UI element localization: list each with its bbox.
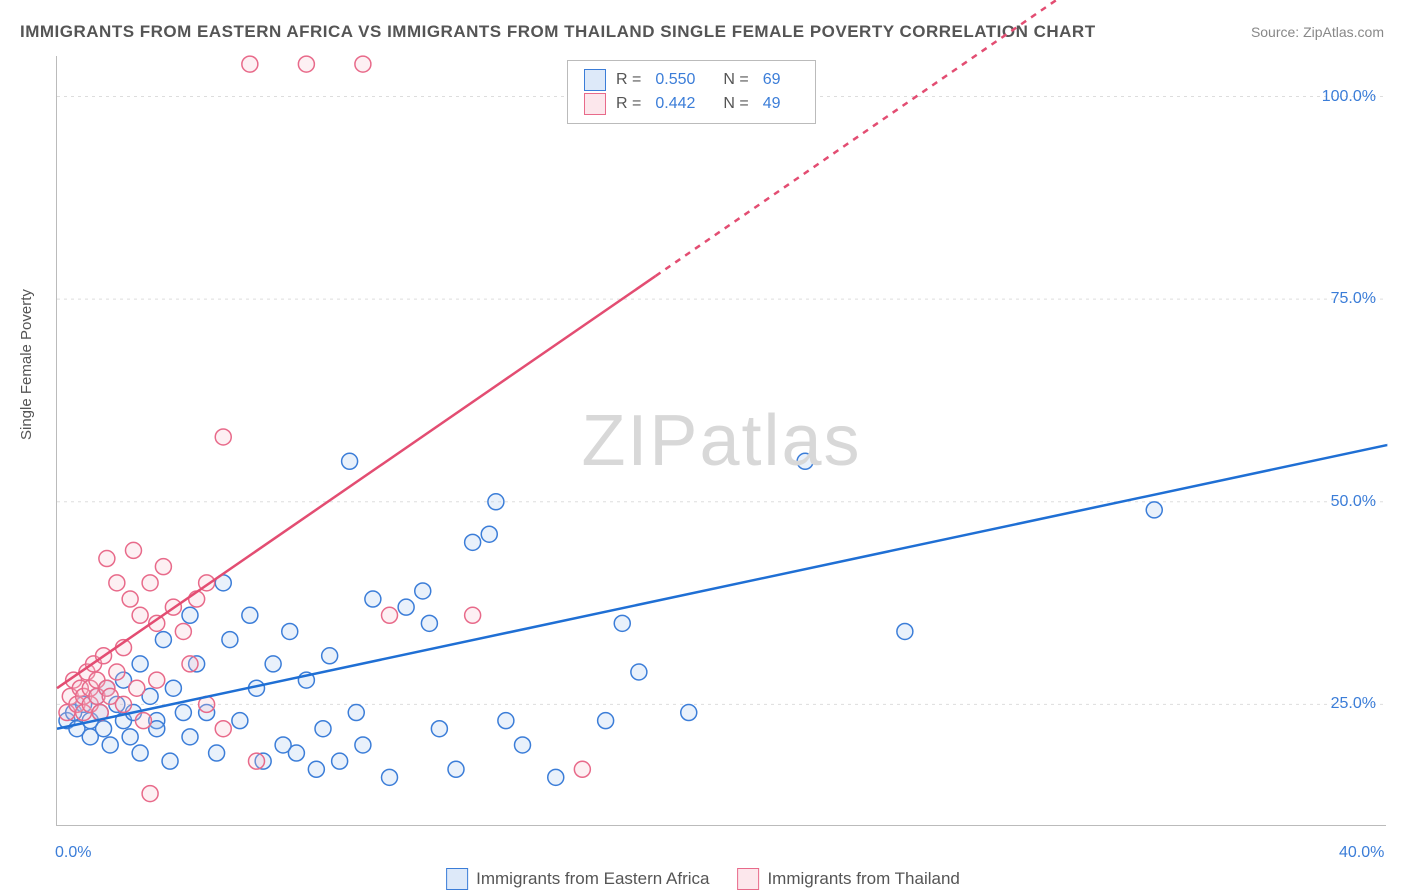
legend-stats: R = 0.550 N = 69 R = 0.442 N = 49 <box>567 60 816 124</box>
chart-svg <box>57 56 1386 825</box>
n-value: 49 <box>763 95 781 113</box>
chart-title: IMMIGRANTS FROM EASTERN AFRICA VS IMMIGR… <box>20 22 1096 42</box>
source-name: ZipAtlas.com <box>1303 24 1384 40</box>
legend-swatch <box>584 69 606 91</box>
legend-swatch <box>584 93 606 115</box>
y-tick-label: 75.0% <box>1331 290 1376 308</box>
y-tick-label: 25.0% <box>1331 695 1376 713</box>
x-tick-label: 40.0% <box>1339 844 1384 862</box>
n-value: 69 <box>763 71 781 89</box>
legend-label: Immigrants from Eastern Africa <box>476 869 709 889</box>
x-tick-label: 0.0% <box>55 844 91 862</box>
legend-swatch <box>446 868 468 890</box>
legend-item: Immigrants from Thailand <box>737 868 959 890</box>
plot-area: ZIPatlas R =0.550 N =69 R =0.442 N =49 2… <box>56 56 1386 826</box>
r-label: R = <box>616 71 641 89</box>
r-value: 0.442 <box>655 95 695 113</box>
legend-bottom: Immigrants from Eastern Africa Immigrants… <box>446 868 960 890</box>
r-label: R = <box>616 95 641 113</box>
legend-item: Immigrants from Eastern Africa <box>446 868 709 890</box>
legend-stat-row: R = 0.550 N = 69 <box>584 69 799 91</box>
source-label: Source: ZipAtlas.com <box>1251 24 1384 40</box>
r-value: 0.550 <box>655 71 695 89</box>
legend-label: Immigrants from Thailand <box>767 869 959 889</box>
y-axis-label: Single Female Poverty <box>18 289 35 440</box>
y-tick-label: 100.0% <box>1322 88 1376 106</box>
legend-swatch <box>737 868 759 890</box>
n-label: N = <box>723 95 748 113</box>
n-label: N = <box>723 71 748 89</box>
legend-stat-row: R = 0.442 N = 49 <box>584 93 799 115</box>
source-prefix: Source: <box>1251 24 1303 40</box>
y-tick-label: 50.0% <box>1331 493 1376 511</box>
